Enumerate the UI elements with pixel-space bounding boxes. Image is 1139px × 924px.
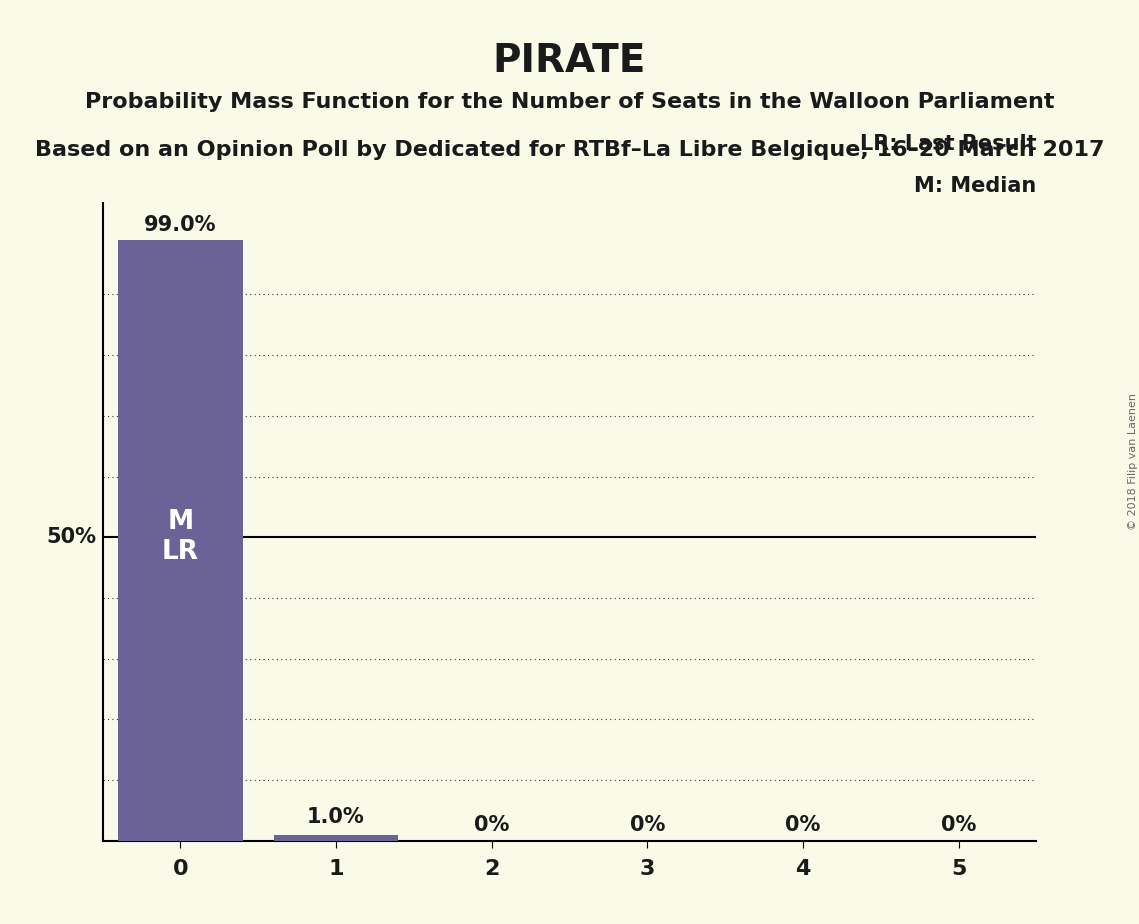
Text: 0%: 0% — [474, 815, 509, 834]
Text: 0%: 0% — [630, 815, 665, 834]
Text: 0%: 0% — [785, 815, 821, 834]
Text: 1.0%: 1.0% — [308, 808, 364, 828]
Text: 0%: 0% — [941, 815, 976, 834]
Text: M
LR: M LR — [162, 509, 199, 565]
Text: LR: Last Result: LR: Last Result — [860, 134, 1036, 154]
Text: 99.0%: 99.0% — [145, 215, 216, 235]
Text: Probability Mass Function for the Number of Seats in the Walloon Parliament: Probability Mass Function for the Number… — [84, 92, 1055, 113]
Bar — [118, 239, 243, 841]
Text: M: Median: M: Median — [915, 176, 1036, 196]
Text: PIRATE: PIRATE — [493, 42, 646, 79]
Bar — [273, 834, 399, 841]
Text: 50%: 50% — [47, 528, 97, 547]
Text: Based on an Opinion Poll by Dedicated for RTBf–La Libre Belgique, 16–20 March 20: Based on an Opinion Poll by Dedicated fo… — [35, 140, 1104, 161]
Text: © 2018 Filip van Laenen: © 2018 Filip van Laenen — [1129, 394, 1138, 530]
